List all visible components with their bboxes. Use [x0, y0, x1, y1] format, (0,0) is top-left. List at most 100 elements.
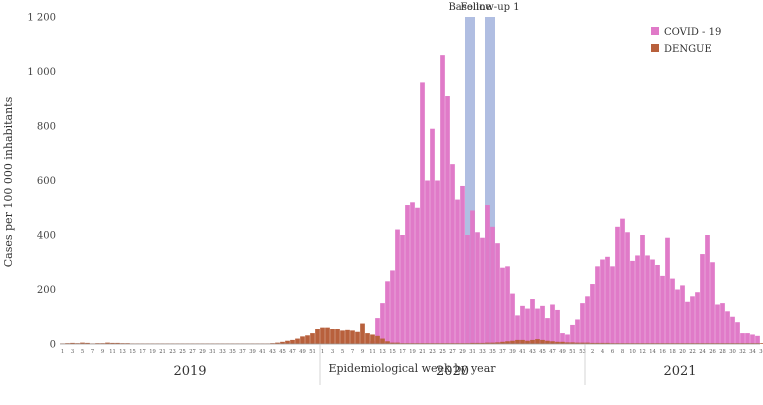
bar-dengue — [580, 342, 585, 344]
bar-dengue — [335, 329, 340, 344]
bar-dengue — [610, 343, 615, 344]
week-tick-label: 1 — [61, 349, 64, 355]
bar-dengue — [355, 331, 360, 344]
bar-dengue — [405, 343, 410, 344]
bar-dengue — [535, 339, 540, 344]
bar-dengue — [725, 343, 730, 344]
bar-dengue — [445, 343, 450, 344]
bar-dengue — [750, 343, 755, 344]
week-tick-label: 31 — [209, 349, 216, 355]
bar-dengue — [665, 343, 670, 344]
bar-covid-19 — [625, 232, 630, 344]
bar-dengue — [540, 339, 545, 344]
bar-covid-19 — [595, 266, 600, 344]
bar-dengue — [530, 339, 535, 344]
bar-dengue — [620, 343, 625, 344]
bar-covid-19 — [715, 304, 720, 344]
week-tick-label: 26 — [709, 349, 716, 355]
bar-dengue — [575, 342, 580, 344]
bar-dengue — [485, 342, 490, 344]
bar-covid-19 — [430, 128, 435, 344]
bar-dengue — [315, 329, 320, 344]
y-axis-title: Cases per 100 000 inhabitants — [2, 96, 15, 267]
bar-covid-19 — [745, 333, 750, 344]
bar-covid-19 — [540, 305, 545, 344]
week-tick-label: 4 — [601, 349, 605, 355]
bar-covid-19 — [380, 303, 385, 345]
legend-swatch-covid — [651, 27, 659, 35]
bar-covid-19 — [460, 185, 465, 344]
bar-covid-19 — [565, 334, 570, 344]
bar-dengue — [465, 343, 470, 344]
bar-dengue — [670, 343, 675, 344]
bar-dengue — [655, 343, 660, 344]
week-tick-label: 7 — [91, 349, 94, 355]
week-tick-label: 22 — [689, 349, 696, 355]
bar-dengue — [430, 343, 435, 344]
week-tick-label: 23 — [429, 349, 436, 355]
legend-swatch-dengue — [651, 44, 659, 52]
bar-dengue — [585, 342, 590, 344]
bar-covid-19 — [570, 324, 575, 344]
bar-dengue — [95, 343, 100, 344]
week-tick-label: 47 — [289, 349, 296, 355]
bar-covid-19 — [695, 292, 700, 344]
bar-dengue — [330, 329, 335, 344]
bar-dengue — [525, 340, 530, 344]
week-tick-label: 28 — [719, 349, 726, 355]
bar-dengue — [340, 330, 345, 345]
week-tick-label: 1 — [321, 349, 324, 355]
bar-covid-19 — [720, 303, 725, 345]
week-tick-label: 21 — [159, 349, 166, 355]
week-tick-label: 29 — [459, 349, 466, 355]
bar-dengue — [85, 342, 90, 344]
bar-covid-19 — [630, 260, 635, 344]
bar-dengue — [75, 343, 80, 344]
bar-dengue — [380, 338, 385, 344]
bar-dengue — [730, 343, 735, 344]
bar-dengue — [365, 333, 370, 344]
bar-dengue — [700, 343, 705, 344]
bar-dengue — [125, 343, 130, 344]
bar-covid-19 — [440, 55, 445, 345]
bar-dengue — [520, 339, 525, 344]
year-label: 2020 — [436, 364, 469, 379]
bar-dengue — [110, 342, 115, 344]
bar-dengue — [70, 342, 75, 344]
bar-dengue — [590, 342, 595, 344]
bar-dengue — [370, 334, 375, 344]
bar-dengue — [325, 327, 330, 344]
bar-covid-19 — [510, 293, 515, 344]
bar-dengue — [560, 341, 565, 344]
week-tick-label: 17 — [139, 349, 146, 355]
bar-dengue — [495, 342, 500, 344]
legend-label-dengue: DENGUE — [664, 44, 712, 55]
bar-covid-19 — [690, 296, 695, 344]
bar-dengue — [420, 343, 425, 344]
bar-dengue — [345, 329, 350, 344]
bar-dengue — [435, 343, 440, 344]
week-tick-label: 39 — [249, 349, 256, 355]
bar-dengue — [440, 343, 445, 344]
bar-covid-19 — [635, 255, 640, 344]
y-tick-label: 600 — [37, 176, 56, 187]
y-tick-label: 400 — [37, 231, 56, 242]
week-tick-label: 16 — [659, 349, 666, 355]
bar-dengue — [425, 343, 430, 344]
week-tick-label: 31 — [469, 349, 476, 355]
bar-dengue — [550, 341, 555, 344]
bar-dengue — [595, 342, 600, 344]
week-tick-label: 14 — [649, 349, 656, 355]
week-tick-label: 37 — [499, 349, 506, 355]
bar-covid-19 — [610, 266, 615, 344]
week-tick-label: 18 — [669, 349, 676, 355]
bar-covid-19 — [520, 305, 525, 344]
bar-dengue — [680, 343, 685, 344]
bar-dengue — [275, 342, 280, 344]
week-tick-label: 2 — [591, 349, 594, 355]
week-tick-label: 34 — [749, 349, 756, 355]
y-tick-label: 200 — [37, 285, 56, 296]
week-tick-label: 30 — [729, 349, 736, 355]
bar-covid-19 — [480, 237, 485, 344]
bar-covid-19 — [660, 275, 665, 345]
